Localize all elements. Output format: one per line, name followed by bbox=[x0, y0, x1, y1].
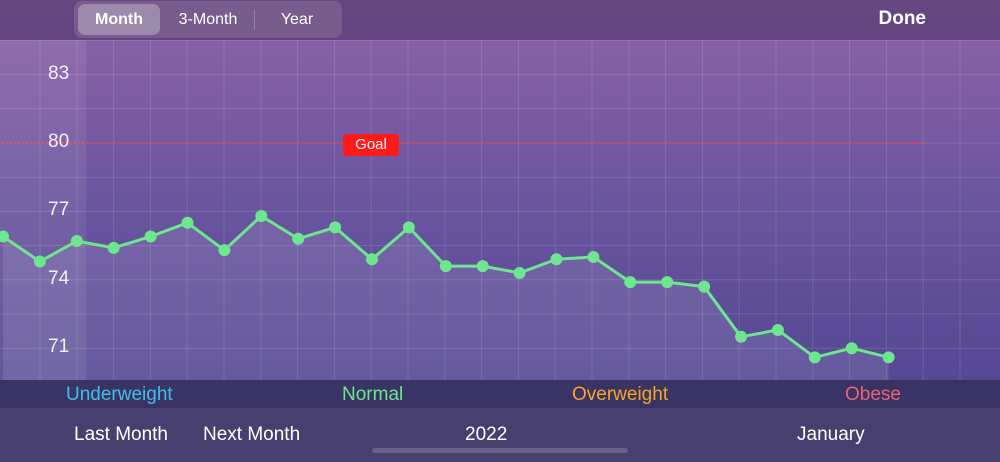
y-tick-label: 80 bbox=[48, 131, 70, 152]
data-point bbox=[735, 330, 747, 343]
data-point bbox=[771, 323, 784, 336]
data-point bbox=[70, 235, 83, 248]
data-point bbox=[476, 260, 489, 273]
home-indicator bbox=[372, 448, 628, 453]
tab-3-month[interactable]: 3-Month bbox=[178, 11, 238, 28]
data-point bbox=[292, 232, 305, 245]
data-point bbox=[513, 266, 526, 279]
data-point bbox=[107, 241, 120, 254]
tab-month[interactable]: Month bbox=[78, 4, 160, 35]
top-bar: Month 3-Month Year Done bbox=[0, 0, 1000, 40]
y-tick-label: 71 bbox=[48, 336, 70, 358]
bottom-toolbar: Last Month Next Month 2022 January bbox=[0, 408, 1000, 462]
data-point bbox=[181, 216, 194, 229]
data-point bbox=[402, 221, 415, 234]
data-point bbox=[587, 251, 600, 263]
data-point bbox=[661, 276, 674, 289]
month-label: January bbox=[797, 424, 865, 445]
data-point bbox=[33, 255, 46, 268]
tab-year[interactable]: Year bbox=[280, 11, 314, 28]
data-point bbox=[329, 221, 342, 234]
left-axis-panel bbox=[0, 40, 86, 380]
next-month-button[interactable]: Next Month bbox=[203, 424, 301, 445]
data-point bbox=[255, 209, 268, 222]
data-point bbox=[0, 230, 9, 243]
last-month-button[interactable]: Last Month bbox=[74, 424, 168, 445]
period-segmented-control: Month 3-Month Year bbox=[74, 1, 342, 38]
legend-normal: Normal bbox=[342, 384, 404, 405]
year-label: 2022 bbox=[465, 424, 508, 445]
goal-badge: Goal bbox=[343, 134, 399, 156]
series-area bbox=[3, 215, 889, 380]
bmi-legend: Underweight Normal Overweight Obese bbox=[0, 380, 1000, 408]
data-point bbox=[218, 244, 231, 257]
data-point bbox=[845, 342, 858, 355]
segment-divider bbox=[254, 10, 255, 30]
data-point bbox=[439, 260, 452, 273]
data-point bbox=[550, 253, 563, 266]
data-point bbox=[144, 230, 157, 243]
data-point bbox=[366, 253, 378, 266]
legend-overweight: Overweight bbox=[572, 384, 669, 405]
data-point bbox=[698, 280, 711, 293]
y-tick-label: 74 bbox=[48, 267, 70, 289]
legend-obese: Obese bbox=[845, 384, 901, 405]
done-button[interactable]: Done bbox=[878, 8, 927, 29]
data-point bbox=[624, 276, 637, 289]
y-tick-label: 83 bbox=[48, 62, 70, 84]
data-point bbox=[882, 351, 895, 364]
legend-underweight: Underweight bbox=[66, 384, 173, 405]
y-tick-label: 77 bbox=[48, 199, 70, 221]
data-point bbox=[808, 351, 821, 364]
